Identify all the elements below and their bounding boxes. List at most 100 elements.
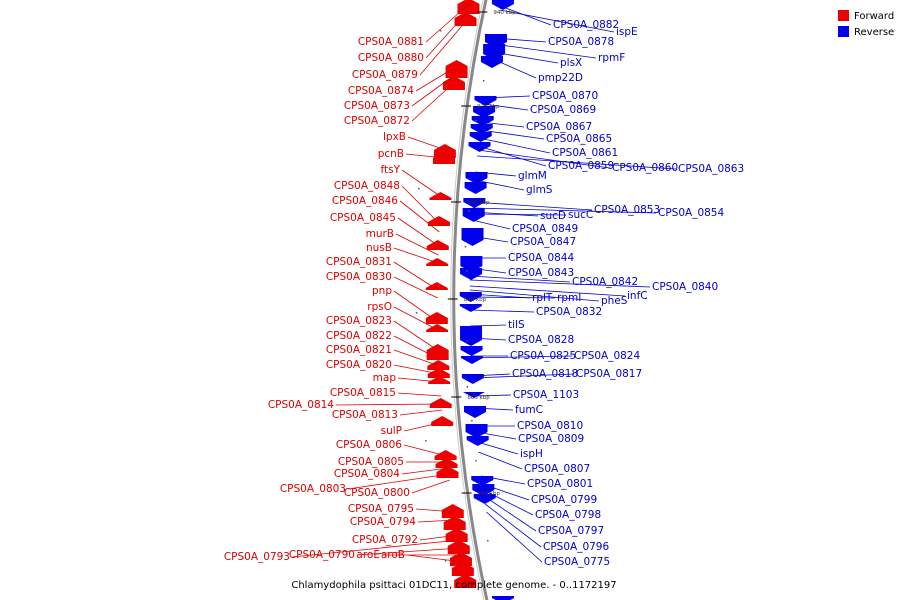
reverse-gene-label: CPS0A_0825: [510, 350, 576, 362]
scale-tick-label: 900 kbp: [467, 200, 490, 206]
leader-line-forward: [393, 364, 440, 375]
reverse-gene-label: ispE: [616, 26, 638, 38]
leader-line-reverse: [470, 267, 507, 274]
forward-gene-arrow: [449, 552, 472, 566]
forward-gene-arrow: [426, 324, 449, 332]
track-dot: [439, 30, 442, 32]
forward-gene-label: ftsY: [380, 164, 400, 176]
reverse-gene-label: CPS0A_0860: [612, 162, 678, 174]
leader-line-forward: [393, 335, 440, 360]
reverse-gene-arrow: [465, 172, 488, 184]
reverse-gene-label: pmp22D: [538, 72, 583, 84]
forward-gene-label: lpxB: [383, 131, 406, 143]
gene-features: [415, 0, 515, 600]
reverse-gene-label: CPS0A_0824: [574, 350, 640, 362]
reverse-gene-label: CPS0A_0809: [518, 433, 584, 445]
track-dot: [444, 560, 447, 562]
reverse-gene-arrow: [480, 56, 503, 68]
leader-line-reverse: [469, 275, 571, 283]
forward-gene-arrow: [454, 574, 477, 588]
forward-gene-label: map: [373, 372, 397, 384]
track-dot: [468, 210, 471, 212]
legend-forward-swatch: [838, 10, 849, 21]
reverse-gene-label: tilS: [508, 319, 525, 331]
forward-gene-label: CPS0A_0821: [326, 344, 392, 356]
reverse-gene-label: CPS0A_0832: [536, 306, 602, 318]
track-dot: [425, 440, 427, 442]
leader-line-forward: [393, 247, 439, 264]
track-dot: [418, 188, 420, 190]
leader-line-reverse: [484, 95, 531, 99]
leader-line-reverse: [478, 451, 523, 470]
leader-line-reverse: [477, 441, 519, 455]
reverse-gene-arrow: [474, 96, 497, 106]
reverse-gene-label: CPS0A_0842: [572, 276, 638, 288]
leader-line-forward: [425, 3, 470, 43]
genome-caption: Chlamydophila psittaci 01DC11, complete …: [291, 580, 616, 591]
leader-line-reverse: [477, 145, 547, 167]
leader-line-forward: [291, 539, 460, 558]
leader-line-forward: [401, 467, 449, 475]
label-leaders: [291, 3, 677, 563]
reverse-gene-label: CPS0A_0843: [508, 267, 574, 279]
leader-line-forward: [419, 534, 459, 541]
forward-gene-arrow: [447, 540, 470, 554]
reverse-gene-arrow: [469, 132, 492, 142]
leader-line-forward: [397, 217, 439, 247]
reverse-gene-arrow: [460, 326, 483, 346]
leader-line-reverse: [475, 171, 517, 177]
leader-line-forward: [393, 349, 440, 367]
reverse-gene-label: CPS0A_0869: [530, 104, 596, 116]
leader-line-reverse: [470, 337, 507, 341]
leader-line-forward: [403, 421, 444, 432]
forward-gene-label: CPS0A_0820: [326, 359, 392, 371]
forward-gene-arrow: [425, 312, 448, 324]
leader-line-forward: [411, 81, 455, 122]
leader-line-reverse: [471, 235, 509, 243]
reverse-gene-label: CPS0A_0878: [548, 36, 614, 48]
forward-gene-label: CPS0A_0874: [348, 85, 414, 97]
leader-line-forward: [411, 73, 457, 107]
leader-line-forward: [405, 153, 445, 159]
leader-line-reverse: [471, 355, 573, 359]
forward-gene-label: CPS0A_0880: [358, 52, 424, 64]
track-dot: [464, 246, 467, 248]
forward-gene-label: CPS0A_0814: [268, 399, 334, 411]
reverse-gene-arrow: [466, 436, 489, 446]
leader-line-forward: [415, 65, 458, 92]
reverse-gene-label: infC: [627, 290, 648, 302]
forward-gene-label: CPS0A_0803: [280, 483, 346, 495]
reverse-gene-label: CPS0A_0853: [594, 204, 660, 216]
leader-line-forward: [401, 185, 441, 225]
leader-line-reverse: [469, 285, 626, 297]
forward-gene-label: CPS0A_0806: [336, 439, 402, 451]
forward-gene-arrow: [443, 516, 466, 530]
scale-tick-label: 860 kbp: [467, 395, 490, 401]
leader-line-forward: [397, 377, 441, 383]
forward-gene-label: CPS0A_0800: [344, 487, 410, 499]
forward-gene-arrow: [445, 60, 468, 78]
reverse-gene-arrow: [459, 304, 482, 312]
leader-line-reverse: [471, 219, 511, 230]
reverse-gene-label: CPS0A_0798: [535, 509, 601, 521]
reverse-gene-label: CPS0A_0882: [553, 19, 619, 31]
reverse-gene-label: rpmI: [557, 292, 581, 304]
forward-gene-label: CPS0A_0848: [334, 180, 400, 192]
leader-line-reverse: [473, 394, 512, 397]
leader-line-reverse: [483, 103, 529, 111]
forward-gene-arrow: [441, 504, 464, 518]
track-dot: [475, 460, 477, 462]
reverse-gene-arrow: [492, 596, 515, 600]
leader-line-reverse: [494, 37, 547, 43]
reverse-gene-label: CPS0A_0867: [526, 121, 592, 133]
forward-gene-arrow: [427, 216, 450, 226]
leader-line-reverse: [478, 137, 551, 154]
reverse-gene-label: glmM: [518, 170, 547, 182]
reverse-gene-label: CPS0A_1103: [513, 389, 579, 401]
leader-line-reverse: [473, 201, 593, 211]
reverse-gene-label: CPS0A_0863: [678, 163, 744, 175]
leader-line-reverse: [477, 155, 677, 170]
track-dot: [482, 80, 485, 82]
reverse-gene-arrow: [463, 198, 486, 208]
leader-line-forward: [393, 320, 439, 352]
